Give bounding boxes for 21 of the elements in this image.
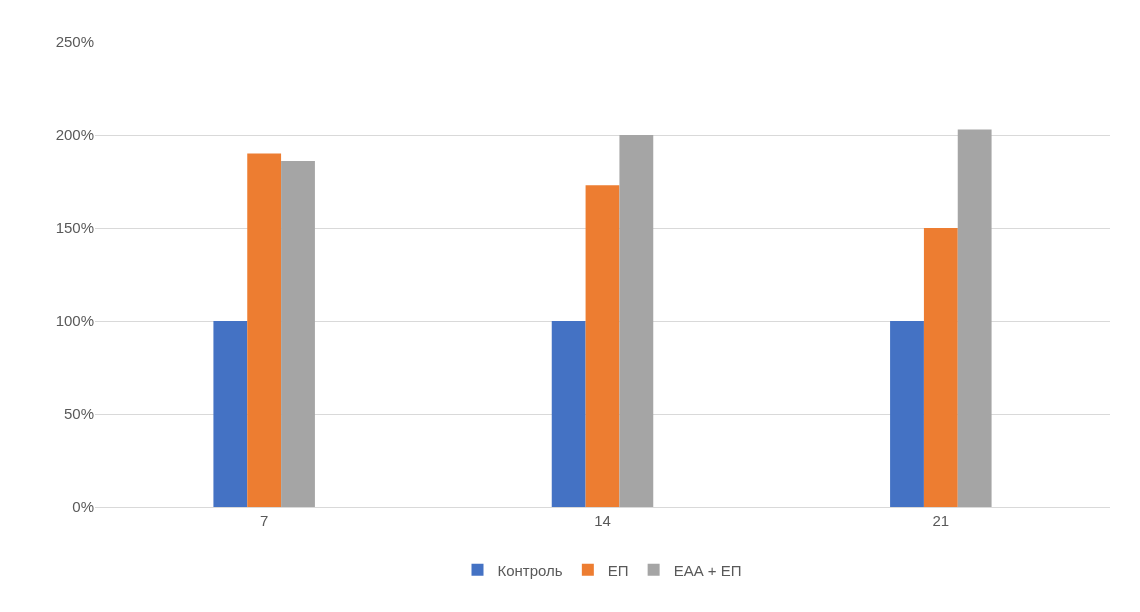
y-tick-label: 200%	[55, 126, 94, 144]
bar	[551, 321, 586, 507]
y-tick-label: 150%	[55, 219, 94, 237]
x-tick-label: 21	[932, 512, 950, 529]
bar	[619, 135, 654, 507]
bar	[957, 129, 992, 507]
x-tick-label: 7	[260, 512, 269, 529]
legend-label: ЕП	[607, 561, 629, 579]
y-tick-label: 250%	[55, 33, 94, 51]
y-tick-label: 100%	[55, 312, 94, 330]
bar	[585, 185, 620, 507]
bar	[247, 153, 282, 507]
legend-label: ЕАА + ЕП	[673, 561, 742, 579]
x-tick-label: 14	[594, 512, 611, 529]
legend-label: Контроль	[497, 561, 563, 579]
y-tick-label: 0%	[72, 498, 94, 516]
bar	[890, 321, 924, 507]
y-tick-label: 50%	[63, 405, 94, 423]
bar	[923, 228, 958, 507]
bar	[213, 321, 248, 507]
bar	[281, 161, 315, 507]
